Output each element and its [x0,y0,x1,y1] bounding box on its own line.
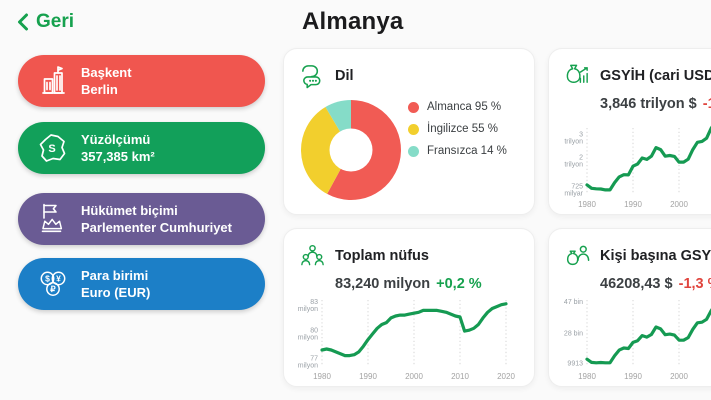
population-value: 83,240 milyon [335,276,431,292]
svg-text:28 bin: 28 bin [564,331,583,338]
svg-text:milyon: milyon [298,306,318,313]
map-area-icon: S [35,130,71,166]
population-delta: +0,2 % [436,276,482,292]
legend-item: Almanca 95 % [408,101,507,113]
svg-text:1990: 1990 [624,372,642,381]
gdp-card[interactable]: GSYİH (cari USD 3,846 trilyon $ -1 1980 1… [548,48,711,215]
money-bag-person-icon [564,242,591,269]
language-donut-chart [296,95,406,205]
svg-text:2000: 2000 [670,372,688,381]
back-chevron-icon [17,13,29,31]
gdp-value: 3,846 trilyon $ [600,96,697,112]
language-card[interactable]: Dil Almanca 95 % İngilizce 55 % Fransızca … [283,48,535,215]
fact-value: Euro (EUR) [81,285,151,300]
gdp-per-capita-value: 46208,43 $ [600,276,673,292]
legend-dot-icon [408,145,419,157]
legend-dot-icon [408,123,419,135]
svg-text:725: 725 [571,184,583,191]
population-card[interactable]: Toplam nüfus 83,240 milyon +0,2 % 1980 19… [283,228,535,387]
fact-currency[interactable]: $ ¥ ₽ Para birimi Euro (EUR) [18,258,265,310]
fact-capital[interactable]: Başkent Berlin [18,55,265,107]
svg-text:₽: ₽ [50,284,56,294]
back-button[interactable]: Geri [17,11,74,33]
svg-text:80: 80 [310,327,318,334]
fact-area[interactable]: S Yüzölçümü 357,385 km² [18,122,265,174]
back-label: Geri [36,11,75,32]
money-bag-chart-icon [564,62,591,89]
svg-text:1980: 1980 [578,372,596,381]
svg-text:1980: 1980 [578,200,596,209]
legend-label: İngilizce 55 % [427,123,498,135]
svg-text:2010: 2010 [451,372,469,381]
fact-government[interactable]: Hükümet biçimi Parlementer Cumhuriyet [18,193,265,245]
svg-text:$: $ [45,274,50,284]
svg-text:trilyon: trilyon [564,139,583,146]
svg-text:1990: 1990 [624,200,642,209]
legend-label: Almanca 95 % [427,101,502,113]
card-title: Kişi başına GSYİH [600,247,711,264]
svg-text:2020: 2020 [497,372,515,381]
chat-bubbles-icon [299,62,326,89]
svg-text:3: 3 [579,132,583,139]
svg-text:milyon: milyon [298,334,318,341]
gdp-delta: -1 [702,96,711,112]
svg-text:milyar: milyar [564,191,583,198]
svg-text:1990: 1990 [359,372,377,381]
gdp-line-chart: 198019902000201020203trilyon2trilyon725m… [557,123,711,209]
svg-text:2: 2 [579,155,583,162]
legend-item: Fransızca 14 % [408,145,507,157]
svg-text:77: 77 [310,356,318,363]
svg-text:¥: ¥ [56,274,61,284]
capitol-icon [35,63,71,99]
svg-text:2000: 2000 [670,200,688,209]
svg-text:S: S [48,143,55,155]
svg-text:trilyon: trilyon [564,162,583,169]
svg-text:9913: 9913 [567,360,583,367]
card-title: Dil [335,67,354,84]
fact-value: 357,385 km² [81,149,155,164]
svg-text:2000: 2000 [405,372,423,381]
svg-text:milyon: milyon [298,363,318,370]
svg-text:1980: 1980 [313,372,331,381]
gdp-per-capita-card[interactable]: Kişi başına GSYİH 46208,43 $ -1,3 % 1980… [548,228,711,387]
language-legend: Almanca 95 % İngilizce 55 % Fransızca 14 % [408,101,507,157]
fact-label: Yüzölçümü [81,131,151,147]
coins-icon: $ ¥ ₽ [35,266,71,302]
legend-label: Fransızca 14 % [427,145,507,157]
page-title: Almanya [302,8,404,35]
gdp-per-capita-delta: -1,3 % [678,276,711,292]
population-line-chart: 1980 1990 2000 2010 2020 83 milyon 80 milyon 77 mi… [292,295,528,381]
card-title: GSYİH (cari USD [600,67,711,84]
legend-item: İngilizce 55 % [408,123,507,135]
svg-text:83: 83 [310,299,318,306]
fact-label: Başkent [81,64,132,80]
fact-label: Hükümet biçimi [81,202,178,218]
svg-text:47 bin: 47 bin [564,299,583,306]
card-title: Toplam nüfus [335,247,429,264]
fact-value: Berlin [81,82,118,97]
flag-crown-icon [35,201,71,237]
legend-dot-icon [408,101,419,113]
people-group-icon [299,242,326,269]
fact-label: Para birimi [81,267,149,283]
fact-value: Parlementer Cumhuriyet [81,220,232,235]
